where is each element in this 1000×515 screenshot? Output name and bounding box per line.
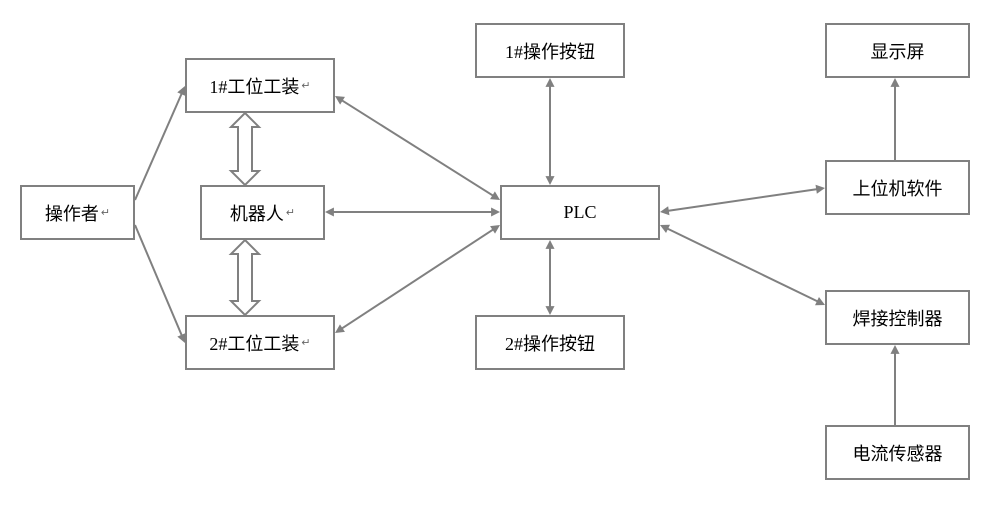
node-label: 2#工位工装 bbox=[209, 330, 299, 356]
node-label: 显示屏 bbox=[871, 38, 925, 64]
cr-mark: ↵ bbox=[301, 336, 310, 349]
node-label: 焊接控制器 bbox=[853, 305, 943, 331]
node-plc: PLC bbox=[500, 185, 660, 240]
node-label: 2#操作按钮 bbox=[505, 330, 595, 356]
node-label: 上位机软件 bbox=[853, 175, 943, 201]
cr-mark: ↵ bbox=[301, 79, 310, 92]
node-robot: 机器人↵ bbox=[200, 185, 325, 240]
cr-mark: ↵ bbox=[101, 206, 110, 219]
cr-mark: ↵ bbox=[286, 206, 295, 219]
node-label: 1#操作按钮 bbox=[505, 38, 595, 64]
node-display: 显示屏 bbox=[825, 23, 970, 78]
node-fixture1: 1#工位工装↵ bbox=[185, 58, 335, 113]
node-fixture2: 2#工位工装↵ bbox=[185, 315, 335, 370]
node-label: 电流传感器 bbox=[853, 440, 943, 466]
node-operator: 操作者↵ bbox=[20, 185, 135, 240]
node-label: 机器人 bbox=[230, 200, 284, 226]
node-btn1: 1#操作按钮 bbox=[475, 23, 625, 78]
node-hostsw: 上位机软件 bbox=[825, 160, 970, 215]
node-label: PLC bbox=[563, 202, 596, 223]
node-welder: 焊接控制器 bbox=[825, 290, 970, 345]
node-btn2: 2#操作按钮 bbox=[475, 315, 625, 370]
node-label: 操作者 bbox=[45, 200, 99, 226]
node-label: 1#工位工装 bbox=[209, 73, 299, 99]
node-current: 电流传感器 bbox=[825, 425, 970, 480]
